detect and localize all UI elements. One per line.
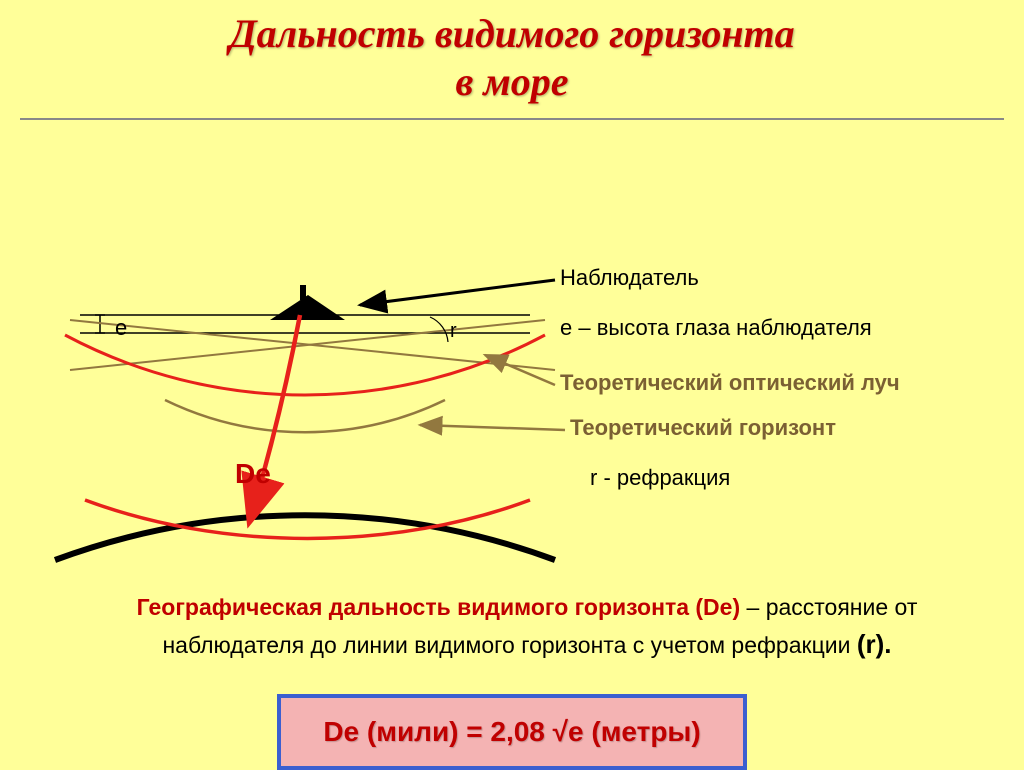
observer-pointer-arrow <box>360 280 555 305</box>
theoretical-horizon-pointer-arrow <box>420 425 565 430</box>
label-r-variable: r <box>450 320 457 343</box>
page-title: Дальность видимого горизонта в море <box>0 0 1024 106</box>
label-optical-ray: Теоретический оптический луч <box>560 370 900 396</box>
observer-mast-icon <box>300 285 306 300</box>
optical-ray-pointer-arrow <box>485 355 555 385</box>
observer-ship-icon <box>270 295 345 320</box>
formula-text: De (мили) = 2,08 √е (метры) <box>323 716 700 747</box>
horizon-diagram: Наблюдатель е е – высота глаза наблюдате… <box>0 120 1024 480</box>
label-theoretical-horizon: Теоретический горизонт <box>570 415 836 441</box>
formula-box: De (мили) = 2,08 √е (метры) <box>277 694 747 770</box>
label-e-definition: е – высота глаза наблюдателя <box>560 315 872 341</box>
label-observer: Наблюдатель <box>560 265 699 291</box>
title-line-1: Дальность видимого горизонта <box>229 11 794 56</box>
label-de: De <box>235 458 271 490</box>
title-line-2: в море <box>455 59 568 104</box>
theoretical-horizon-arc <box>165 400 445 432</box>
label-e-variable: е <box>115 315 127 341</box>
label-r-definition: r - рефракция <box>590 465 730 491</box>
